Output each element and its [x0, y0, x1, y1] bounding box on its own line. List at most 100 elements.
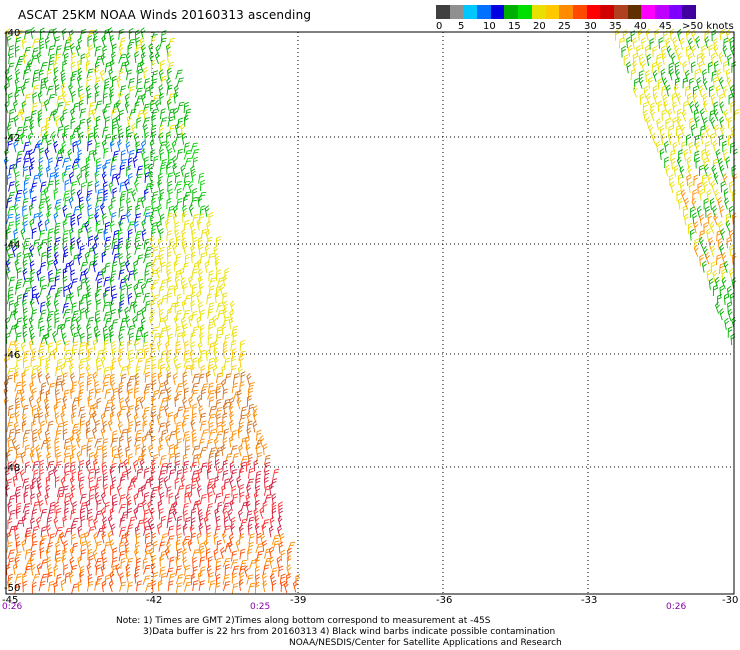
wind-barb — [665, 84, 671, 97]
wind-barb — [151, 379, 157, 392]
latitude-label: -40 — [4, 28, 21, 39]
wind-barb — [723, 60, 728, 73]
wind-barb — [32, 413, 40, 424]
wind-barb — [159, 253, 164, 266]
wind-barb — [22, 315, 28, 328]
wind-barb — [128, 356, 135, 368]
wind-barb — [86, 299, 92, 312]
wind-barb — [14, 346, 20, 359]
wind-barb — [115, 173, 121, 186]
wind-barb — [657, 61, 663, 74]
wind-barb — [96, 188, 104, 200]
wind-barb — [56, 204, 61, 217]
wind-barb — [32, 429, 38, 441]
wind-barb — [710, 180, 716, 193]
wind-barb — [119, 214, 127, 226]
wind-barb — [92, 35, 98, 48]
wind-barb — [64, 196, 70, 208]
wind-barb — [148, 43, 154, 56]
wind-barb — [60, 323, 66, 336]
wind-barb — [72, 140, 78, 153]
wind-barb — [239, 354, 244, 367]
wind-barb — [119, 572, 125, 585]
wind-barb — [207, 390, 216, 400]
wind-barb — [80, 515, 86, 527]
colorbar-label: 30 — [584, 21, 597, 32]
wind-barb — [727, 326, 733, 338]
wind-barb — [670, 52, 676, 65]
wind-barb — [39, 535, 48, 546]
wind-barb — [173, 284, 179, 297]
wind-barb — [205, 370, 211, 383]
wind-barb — [167, 205, 175, 217]
wind-barb — [109, 570, 115, 584]
wind-barb — [14, 403, 21, 415]
wind-barb — [665, 164, 671, 177]
wind-barb — [180, 277, 186, 290]
wind-barb — [198, 172, 205, 184]
wind-barb — [70, 75, 76, 88]
wind-barb — [255, 565, 260, 578]
wind-barb — [77, 580, 83, 592]
wind-barb — [188, 275, 194, 288]
wind-barb — [717, 220, 723, 233]
wind-barb — [150, 467, 156, 480]
colorbar-swatch — [682, 5, 697, 19]
wind-barb — [233, 373, 240, 384]
wind-barb — [134, 420, 141, 432]
wind-barb — [189, 349, 195, 362]
wind-barb — [158, 332, 164, 345]
wind-barb — [67, 148, 73, 161]
wind-barb — [135, 43, 142, 55]
wind-barb — [292, 580, 298, 593]
wind-barb — [142, 557, 148, 570]
wind-barb — [238, 484, 245, 496]
wind-barb — [53, 258, 59, 271]
wind-barb — [220, 444, 226, 457]
wind-barb — [238, 422, 244, 434]
wind-barb — [21, 420, 27, 433]
wind-barb — [31, 102, 38, 114]
wind-barb — [182, 397, 188, 410]
wind-barb — [101, 171, 107, 184]
wind-barb — [728, 205, 734, 218]
wind-barb — [722, 45, 728, 58]
wind-barb — [55, 45, 62, 56]
wind-barb — [650, 108, 656, 122]
wind-barb — [53, 212, 59, 225]
wind-barb — [44, 403, 50, 416]
wind-barb — [15, 126, 23, 137]
wind-barb — [87, 333, 92, 345]
wind-barb — [46, 516, 52, 529]
wind-barb — [247, 382, 255, 393]
colorbar-swatch — [490, 5, 505, 19]
wind-barb — [207, 556, 213, 568]
wind-barb — [158, 194, 164, 207]
wind-barb — [38, 412, 44, 424]
wind-barb — [708, 44, 714, 57]
wind-barb — [134, 87, 143, 98]
wind-barb — [86, 562, 92, 576]
wind-barb — [85, 499, 91, 512]
wind-barb — [151, 355, 157, 368]
wind-barb — [268, 525, 274, 538]
wind-barb — [109, 331, 115, 344]
wind-barb — [144, 542, 152, 553]
wind-barb — [16, 150, 23, 162]
wind-barb — [160, 294, 168, 306]
wind-barb — [726, 76, 732, 89]
longitude-label: -36 — [436, 595, 453, 606]
wind-barb — [53, 140, 59, 154]
wind-barb — [649, 38, 655, 50]
wind-barb — [715, 254, 722, 266]
wind-barb — [656, 118, 662, 131]
wind-barb — [6, 34, 12, 47]
wind-barb — [679, 181, 685, 194]
wind-barb — [693, 174, 699, 186]
wind-barb — [166, 276, 172, 289]
wind-barb — [190, 419, 196, 432]
wind-barb — [22, 292, 29, 304]
wind-barb — [166, 268, 172, 281]
wind-barb — [15, 68, 21, 81]
wind-barb — [157, 500, 163, 512]
